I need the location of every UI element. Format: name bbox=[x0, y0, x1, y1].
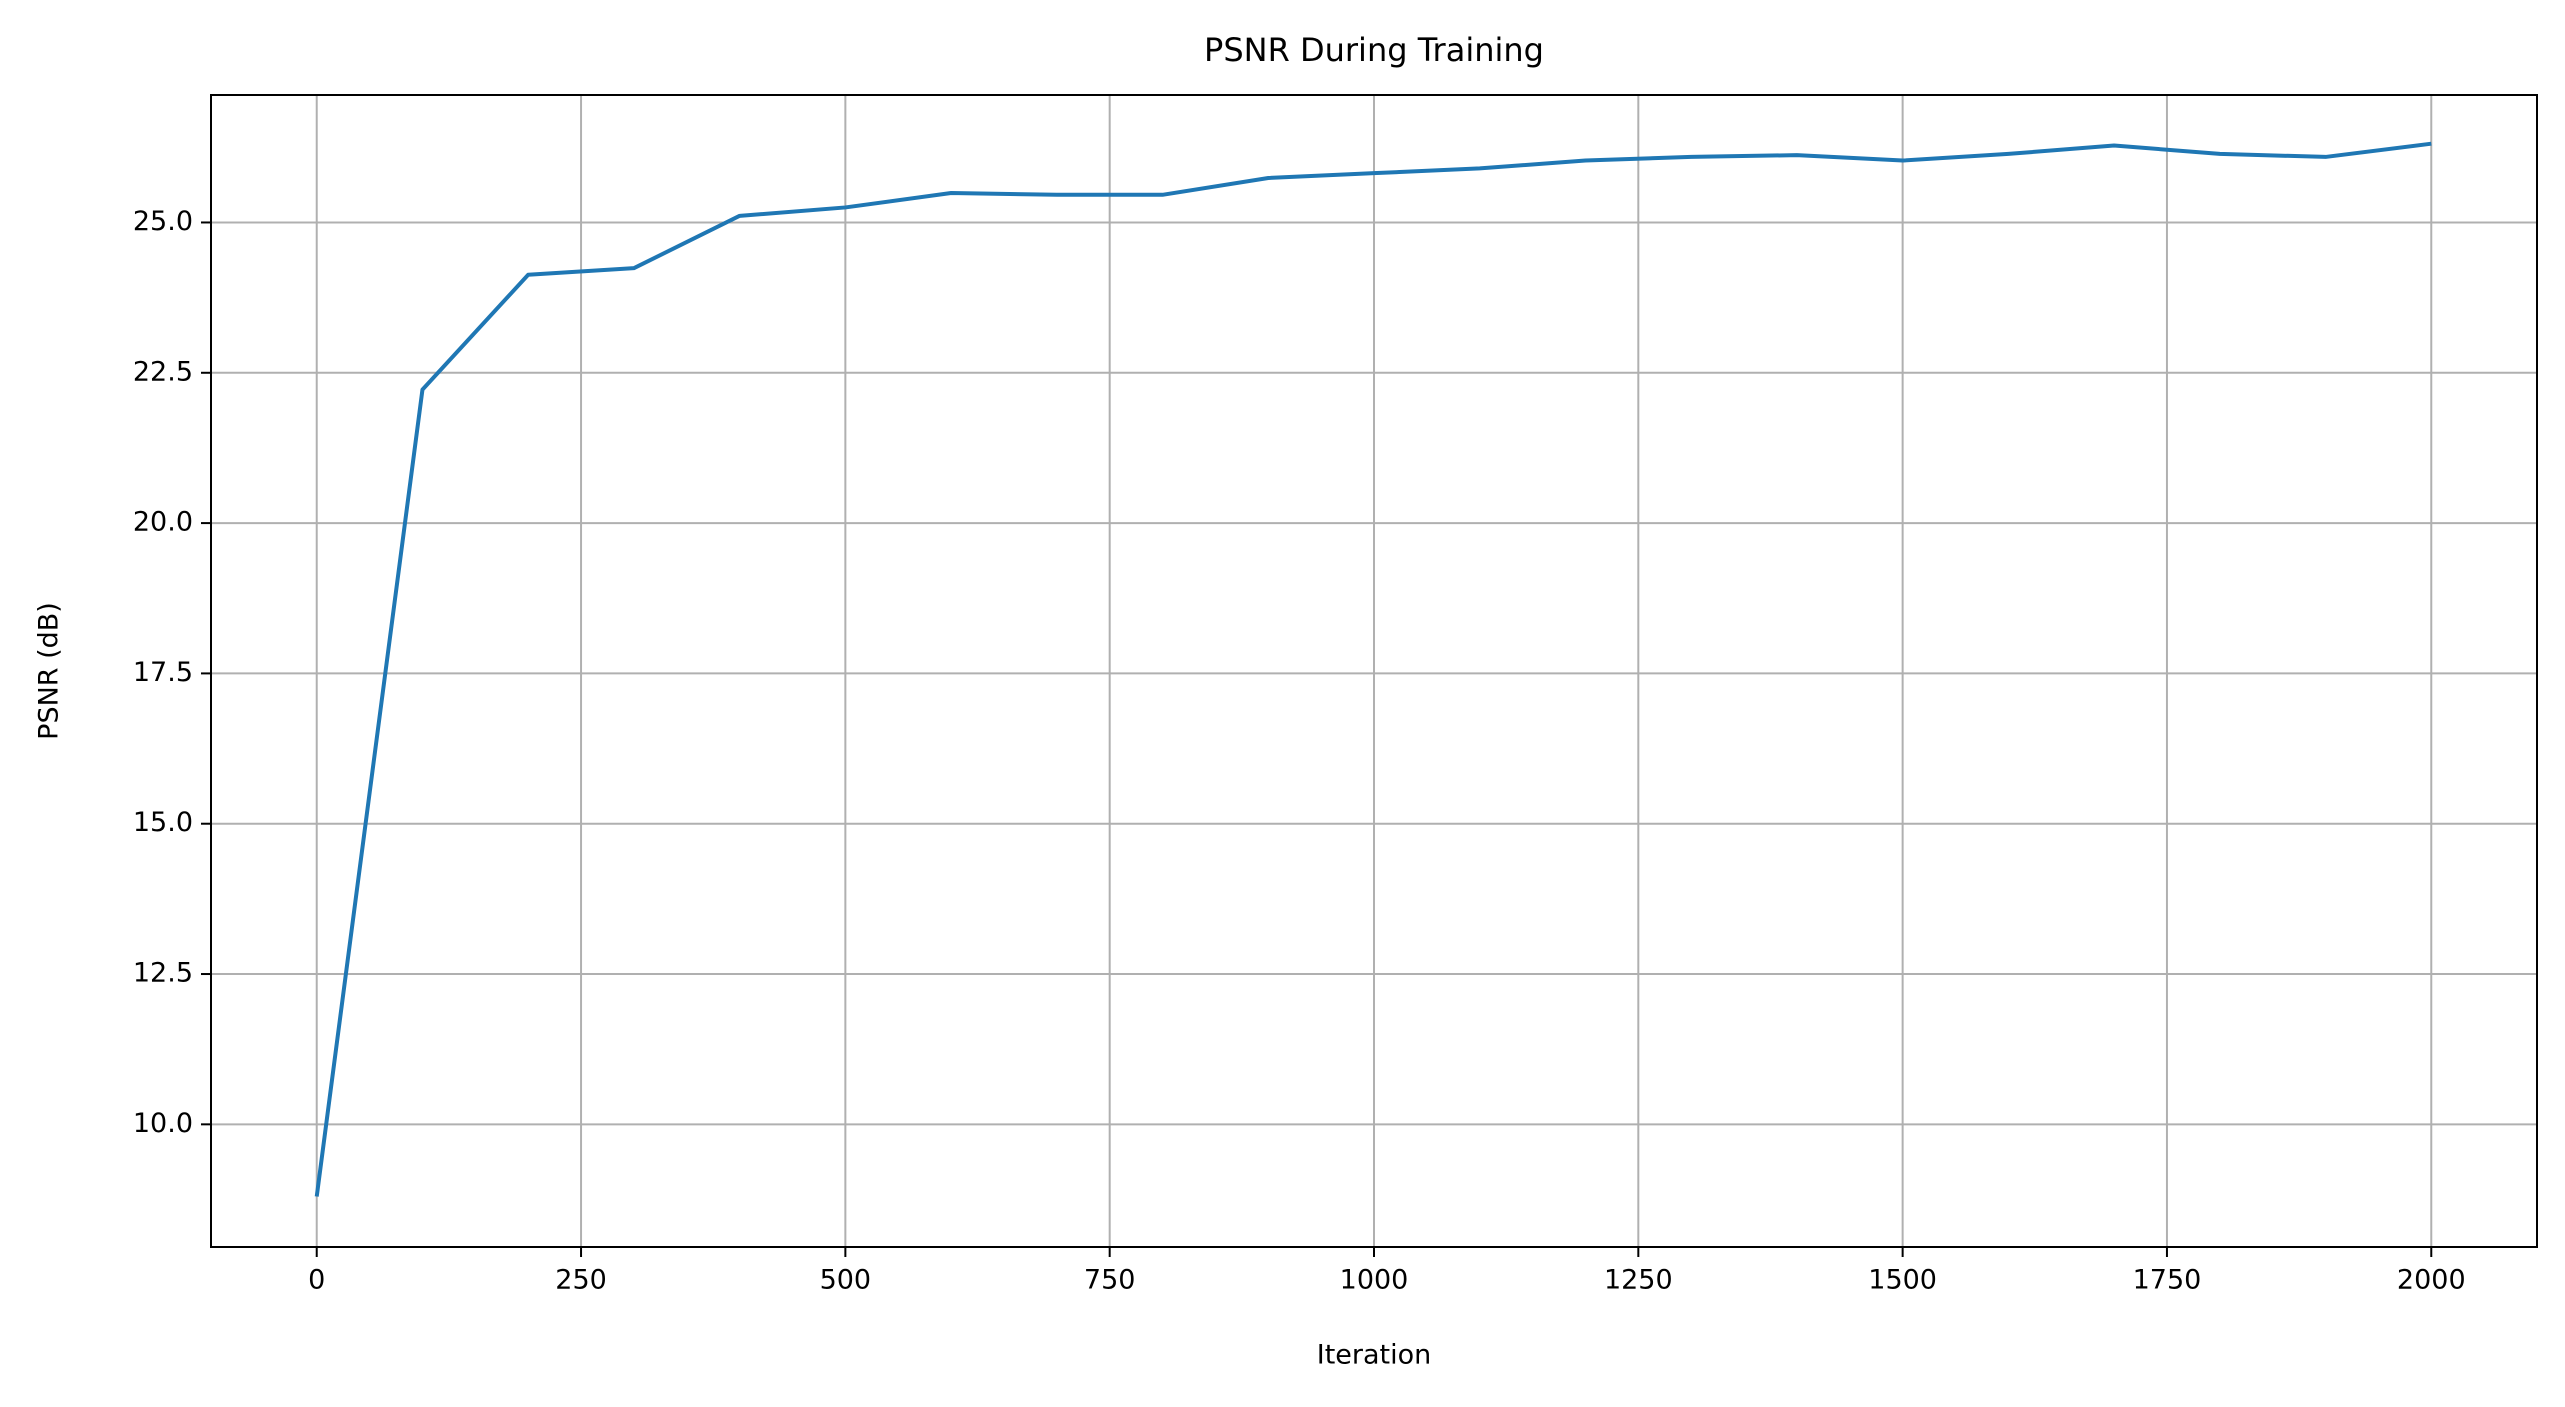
y-tick-label: 25.0 bbox=[133, 206, 193, 237]
x-tick-label: 2000 bbox=[2397, 1265, 2466, 1296]
y-tick-label: 10.0 bbox=[133, 1108, 193, 1139]
x-tick-label: 250 bbox=[555, 1265, 607, 1296]
x-axis-label: Iteration bbox=[1317, 1340, 1432, 1371]
y-tick-label: 20.0 bbox=[133, 507, 193, 538]
y-tick-label: 15.0 bbox=[133, 807, 193, 838]
x-tick-label: 1750 bbox=[2133, 1265, 2202, 1296]
x-tick-label: 0 bbox=[308, 1265, 325, 1296]
data-line bbox=[314, 141, 2432, 1197]
chart-title: PSNR During Training bbox=[1204, 31, 1544, 69]
y-axis-label: PSNR (dB) bbox=[34, 602, 65, 740]
y-tick-label: 22.5 bbox=[133, 356, 193, 387]
y-tick-label: 17.5 bbox=[133, 657, 193, 688]
y-tick-label: 12.5 bbox=[133, 958, 193, 989]
x-tick-label: 750 bbox=[1084, 1265, 1136, 1296]
x-tick-label: 1250 bbox=[1604, 1265, 1673, 1296]
x-tick-label: 1500 bbox=[1868, 1265, 1937, 1296]
x-tick-label: 1000 bbox=[1340, 1265, 1409, 1296]
x-tick-label: 500 bbox=[820, 1265, 872, 1296]
plot-frame bbox=[210, 94, 2538, 1248]
